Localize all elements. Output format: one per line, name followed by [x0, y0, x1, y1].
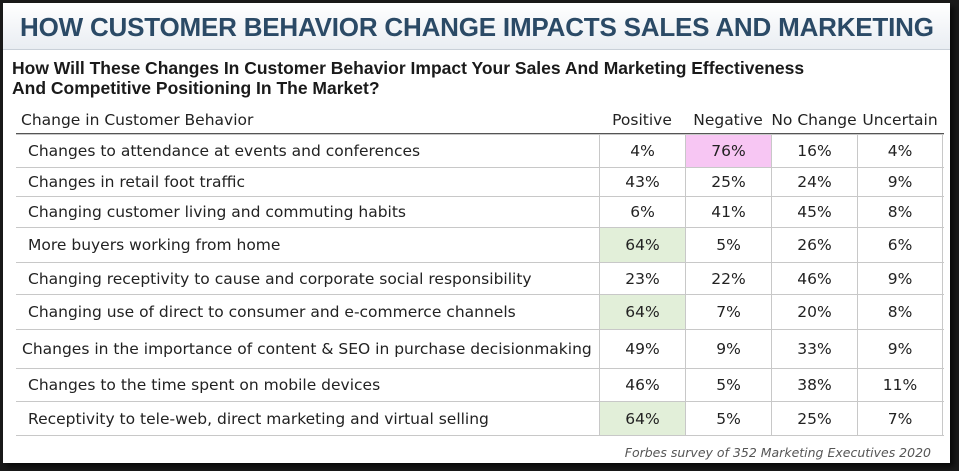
cell-negative: 9% [685, 330, 771, 368]
cell-positive: 43% [599, 168, 685, 196]
question-subtitle: How Will These Changes In Customer Behav… [12, 58, 932, 98]
cell-uncertain: 8% [857, 197, 943, 227]
cell-positive: 6% [599, 197, 685, 227]
row-label: Changes in the importance of content & S… [22, 340, 592, 358]
row-label: Changing use of direct to consumer and e… [28, 303, 516, 321]
cell-uncertain: 6% [857, 228, 943, 262]
cell-uncertain: 9% [857, 168, 943, 196]
cell-positive: 46% [599, 369, 685, 401]
cell-positive: 64% [599, 295, 685, 329]
cell-no-change: 26% [771, 228, 857, 262]
cell-negative: 22% [685, 263, 771, 294]
subtitle-line-1: How Will These Changes In Customer Behav… [12, 58, 805, 78]
cell-no-change: 46% [771, 263, 857, 294]
row-label: Receptivity to tele-web, direct marketin… [28, 409, 489, 428]
header-positive: Positive [612, 111, 672, 129]
table-header: Change in Customer Behavior Positive Neg… [16, 107, 944, 134]
slide: HOW CUSTOMER BEHAVIOR CHANGE IMPACTS SAL… [3, 3, 950, 463]
cell-no-change: 20% [771, 295, 857, 329]
cell-no-change: 45% [771, 197, 857, 227]
table-row: Changes to attendance at events and conf… [16, 134, 944, 168]
table-row: Changes to the time spent on mobile devi… [16, 369, 944, 402]
table-row: Changing customer living and commuting h… [16, 197, 944, 228]
cell-no-change: 38% [771, 369, 857, 401]
cell-positive: 64% [599, 228, 685, 262]
cell-uncertain: 9% [857, 263, 943, 294]
header-no-change: No Change [771, 111, 857, 129]
cell-uncertain: 9% [857, 330, 943, 368]
cell-no-change: 24% [771, 168, 857, 196]
cell-negative: 7% [685, 295, 771, 329]
cell-uncertain: 8% [857, 295, 943, 329]
cell-positive: 4% [599, 135, 685, 167]
cell-uncertain: 7% [857, 402, 943, 435]
cell-negative: 5% [685, 402, 771, 435]
table-row: Receptivity to tele-web, direct marketin… [16, 402, 944, 436]
table-row: More buyers working from home 64% 5% 26%… [16, 228, 944, 263]
header-negative: Negative [693, 111, 763, 129]
cell-negative: 5% [685, 228, 771, 262]
cell-negative: 41% [685, 197, 771, 227]
row-label: Changes to attendance at events and conf… [28, 142, 421, 160]
row-label: Changing receptivity to cause and corpor… [28, 269, 532, 288]
row-label: Changes to the time spent on mobile devi… [28, 376, 381, 394]
table-row: Changes in retail foot traffic 43% 25% 2… [16, 168, 944, 197]
table-row: Changing receptivity to cause and corpor… [16, 263, 944, 295]
cell-negative: 5% [685, 369, 771, 401]
cell-no-change: 25% [771, 402, 857, 435]
row-label: Changes in retail foot traffic [28, 173, 245, 191]
subtitle-line-2: And Competitive Positioning In The Marke… [12, 78, 380, 98]
cell-positive: 64% [599, 402, 685, 435]
table-row: Changes in the importance of content & S… [16, 330, 944, 369]
cell-no-change: 16% [771, 135, 857, 167]
cell-negative: 25% [685, 168, 771, 196]
header-behavior: Change in Customer Behavior [21, 111, 254, 129]
source-footnote: Forbes survey of 352 Marketing Executive… [624, 445, 931, 460]
cell-no-change: 33% [771, 330, 857, 368]
cell-negative: 76% [685, 135, 771, 167]
row-label: Changing customer living and commuting h… [28, 203, 407, 221]
title-banner: HOW CUSTOMER BEHAVIOR CHANGE IMPACTS SAL… [3, 3, 950, 50]
header-uncertain: Uncertain [862, 111, 938, 129]
cell-uncertain: 11% [857, 369, 943, 401]
survey-table: Change in Customer Behavior Positive Neg… [16, 107, 944, 436]
cell-positive: 49% [599, 330, 685, 368]
cell-positive: 23% [599, 263, 685, 294]
table-row: Changing use of direct to consumer and e… [16, 295, 944, 330]
row-label: More buyers working from home [28, 236, 281, 254]
page-title: HOW CUSTOMER BEHAVIOR CHANGE IMPACTS SAL… [20, 12, 934, 42]
cell-uncertain: 4% [857, 135, 943, 167]
